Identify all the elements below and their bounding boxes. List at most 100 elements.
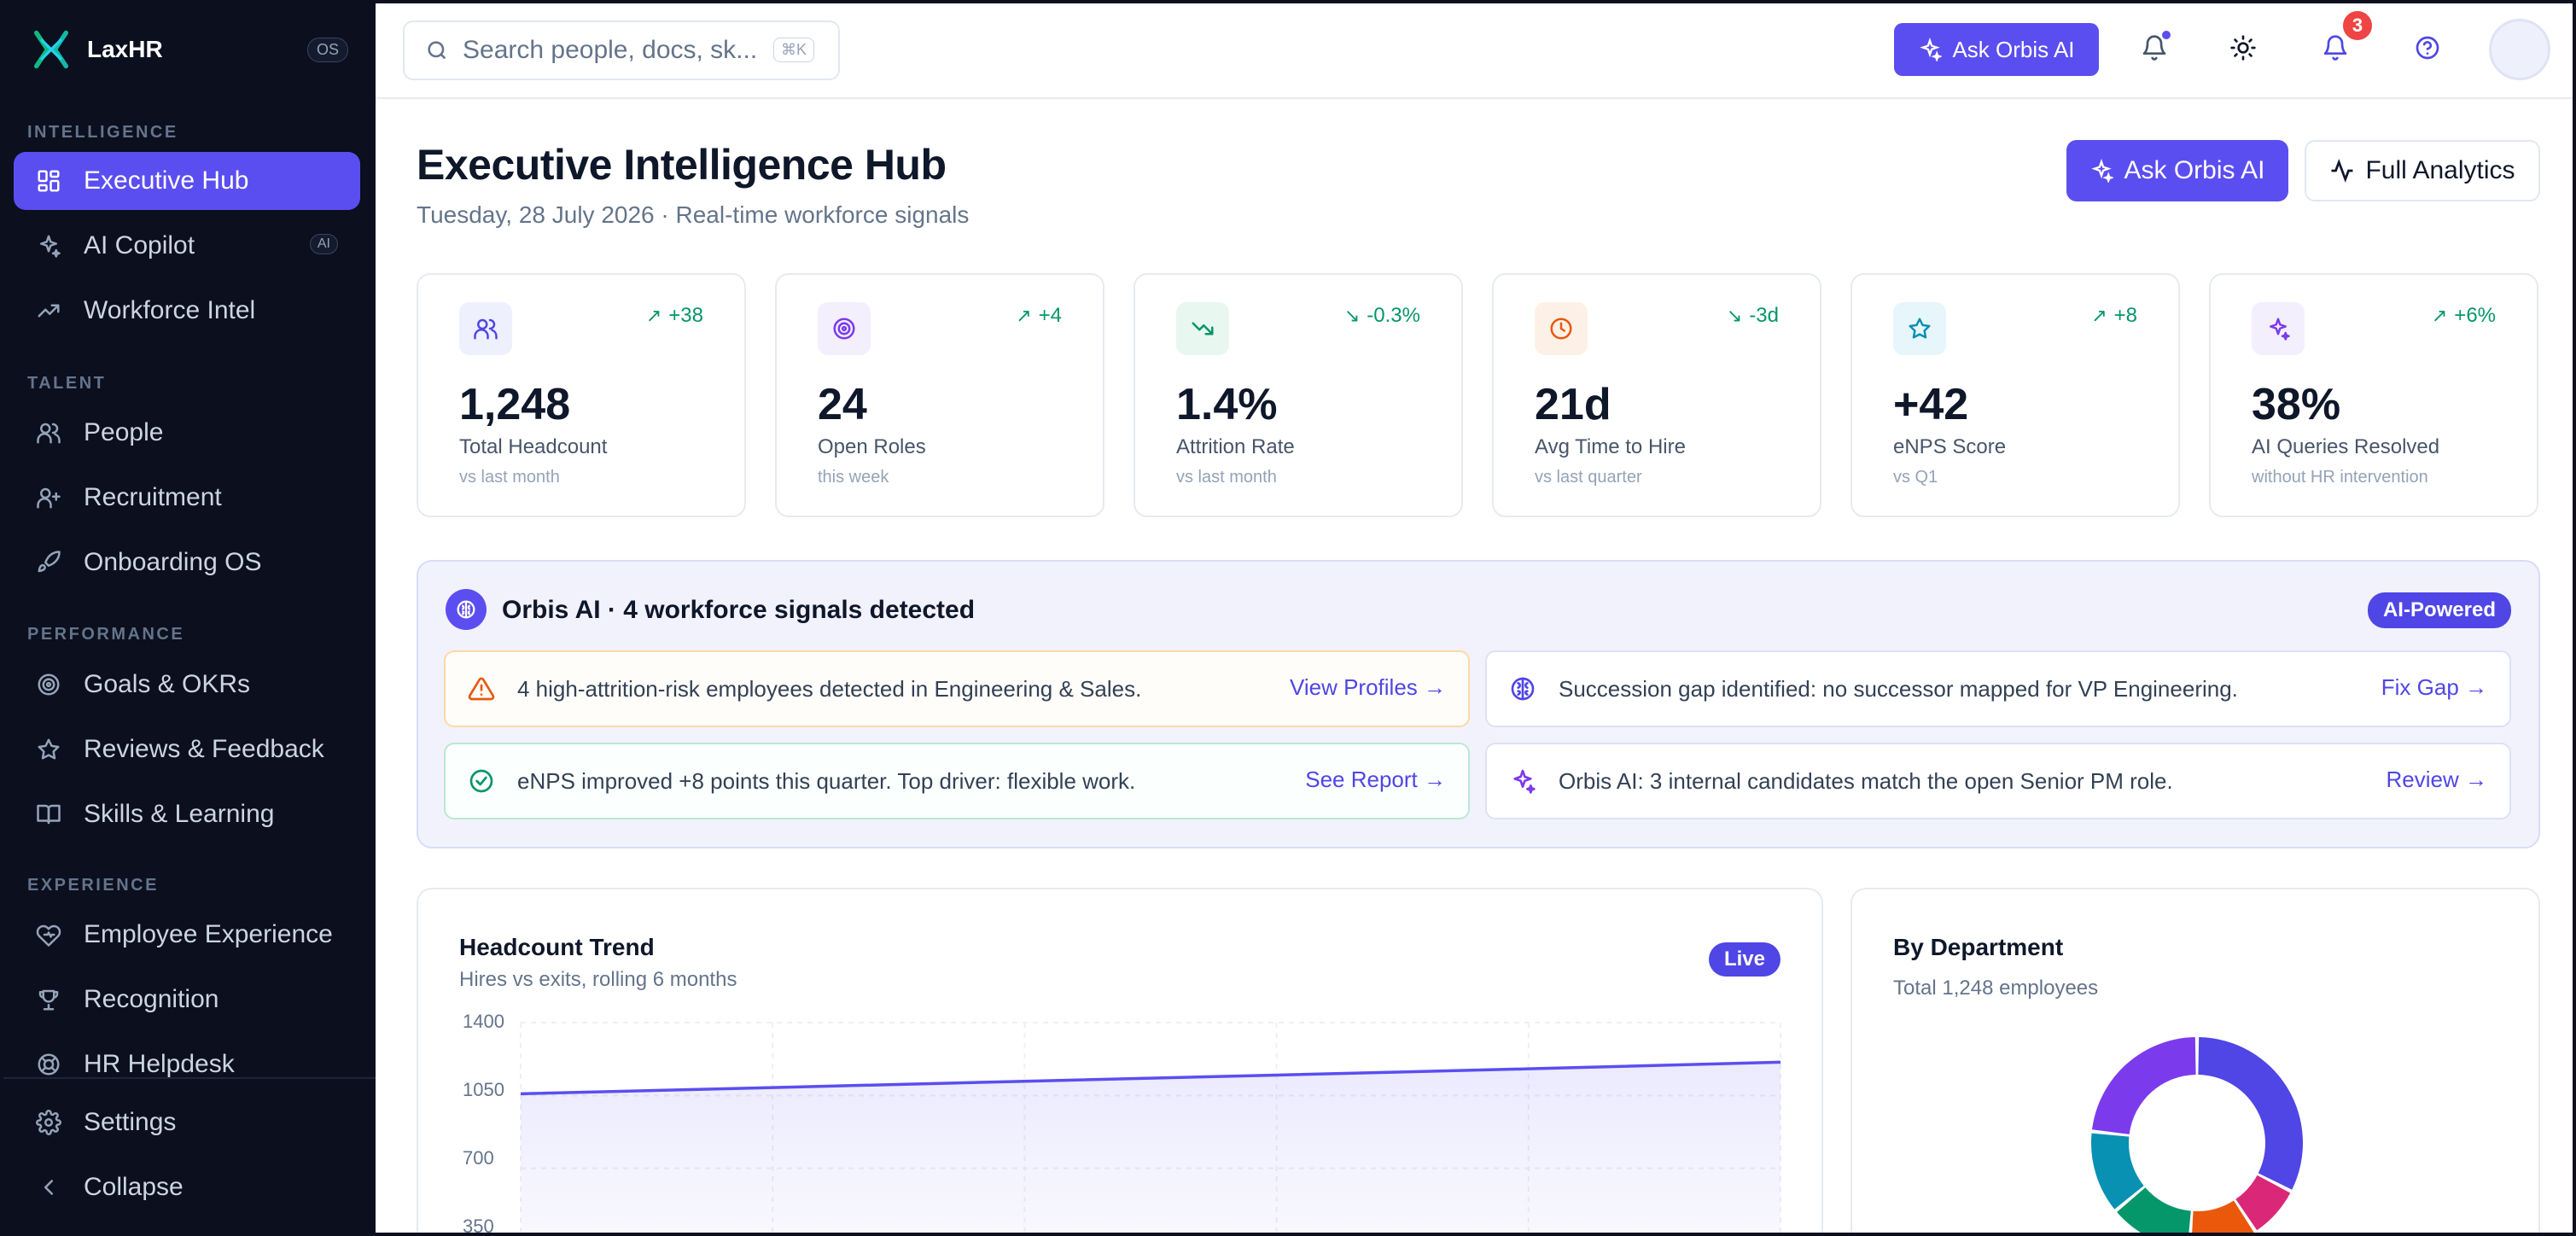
sidebar-item-skills[interactable]: Skills & Learning	[14, 785, 360, 843]
kpi-sub: this week	[818, 468, 889, 487]
sidebar-item-helpdesk[interactable]: HR Helpdesk	[14, 1035, 360, 1093]
section-talent: TALENT	[27, 374, 107, 393]
sidebar-item-recruitment[interactable]: Recruitment	[14, 469, 360, 527]
signal-succession-gap: Succession gap identified: no successor …	[1485, 650, 2511, 727]
sidebar-item-label: AI Copilot	[84, 231, 195, 259]
full-analytics-label: Full Analytics	[2365, 156, 2515, 184]
kpi-value: 38%	[2252, 380, 2341, 429]
sidebar-item-executive-hub[interactable]: Executive Hub	[14, 152, 360, 210]
fix-gap-link[interactable]: Fix Gap →	[2381, 674, 2487, 700]
kpi-value: +42	[1893, 380, 1969, 429]
ask-orbis-ai-label: Ask Orbis AI	[1952, 36, 2075, 62]
sparkles-icon	[1507, 766, 1538, 796]
kpi-value: 1,248	[459, 380, 571, 429]
brand[interactable]: LaxHR OS	[27, 24, 352, 75]
signal-attrition-risk: 4 high-attrition-risk employees detected…	[444, 650, 1470, 727]
donut-slice-1	[2235, 1175, 2291, 1231]
kpi-label: eNPS Score	[1893, 435, 2007, 458]
signal-internal-candidates: Orbis AI: 3 internal candidates match th…	[1485, 743, 2511, 819]
target-icon	[818, 302, 871, 355]
ask-orbis-ai-button[interactable]: Ask Orbis AI	[1894, 23, 2099, 76]
check-circle-icon	[466, 766, 497, 796]
star-icon	[34, 735, 63, 764]
donut-slice-3	[2117, 1187, 2191, 1236]
sidebar-item-onboarding[interactable]: Onboarding OS	[14, 533, 360, 592]
sidebar-item-label: Employee Experience	[84, 920, 333, 948]
sidebar-item-label: Recognition	[84, 985, 219, 1013]
kpi-sub: vs Q1	[1893, 468, 1938, 487]
avatar[interactable]	[2489, 19, 2550, 80]
target-icon	[34, 670, 63, 699]
ai-badge: AI	[309, 234, 338, 254]
sparkles-icon	[34, 231, 63, 260]
heart-icon	[34, 920, 63, 949]
laxhr-logo-icon	[27, 26, 75, 73]
sidebar-item-ai-copilot[interactable]: AI Copilot AI	[14, 217, 360, 275]
lifebuoy-icon	[34, 1050, 63, 1079]
search-icon	[428, 41, 446, 60]
card-title: Headcount Trend	[459, 934, 655, 960]
sidebar-item-collapse[interactable]: Collapse	[14, 1158, 360, 1216]
view-profiles-link[interactable]: View Profiles →	[1289, 674, 1446, 700]
department-donut-chart	[2091, 1037, 2303, 1236]
search-placeholder: Search people, docs, sk...	[463, 36, 758, 64]
sidebar-item-workforce-intel[interactable]: Workforce Intel	[14, 282, 360, 340]
rocket-icon	[34, 548, 63, 577]
warning-icon	[466, 673, 497, 704]
trophy-icon	[34, 985, 63, 1014]
card-subtitle: Total 1,248 employees	[1893, 977, 2099, 1000]
kpi-delta: ↗ +8	[2091, 304, 2137, 327]
sidebar-item-recognition[interactable]: Recognition	[14, 971, 360, 1029]
sidebar-item-reviews[interactable]: Reviews & Feedback	[14, 720, 360, 778]
notification-count-badge: 3	[2340, 9, 2375, 43]
sidebar: LaxHR OS INTELLIGENCE Executive Hub AI C…	[0, 0, 376, 1236]
sidebar-item-people[interactable]: People	[14, 404, 360, 462]
kpi-label: Total Headcount	[459, 435, 608, 458]
kpi-delta: ↗ +38	[645, 304, 703, 327]
donut-slice-0	[2198, 1037, 2303, 1190]
gear-icon	[34, 1108, 63, 1137]
donut-slice-5	[2092, 1037, 2196, 1134]
kpi-card-time-to-hire[interactable]: ↘ -3d 21d Avg Time to Hire vs last quarte…	[1492, 273, 1821, 517]
signal-text: Orbis AI: 3 internal candidates match th…	[1559, 767, 2173, 794]
topbar: Search people, docs, sk... ⌘K Ask Orbis …	[376, 0, 2576, 99]
kpi-value: 21d	[1535, 380, 1611, 429]
full-analytics-button[interactable]: Full Analytics	[2305, 140, 2540, 201]
sidebar-item-employee-experience[interactable]: Employee Experience	[14, 906, 360, 964]
sidebar-item-goals[interactable]: Goals & OKRs	[14, 656, 360, 714]
app-tag: OS	[306, 38, 348, 62]
kpi-card-enps[interactable]: ↗ +8 +42 eNPS Score vs Q1	[1850, 273, 2180, 517]
sidebar-item-label: HR Helpdesk	[84, 1050, 235, 1078]
bell-icon[interactable]	[2137, 31, 2171, 65]
department-card: By Department Total 1,248 employees	[1850, 888, 2540, 1236]
chevron-left-icon	[34, 1173, 63, 1202]
users-icon	[34, 418, 63, 447]
headcount-trend-chart	[520, 1022, 1781, 1236]
signal-text: Succession gap identified: no successor …	[1559, 675, 2238, 702]
ask-orbis-ai-button[interactable]: Ask Orbis AI	[2066, 140, 2288, 201]
kpi-delta: ↘ -0.3%	[1343, 304, 1420, 327]
sidebar-item-settings[interactable]: Settings	[14, 1093, 360, 1151]
kpi-card-ai-queries[interactable]: ↗ +6% 38% AI Queries Resolved without HR …	[2209, 273, 2538, 517]
kpi-card-attrition[interactable]: ↘ -0.3% 1.4% Attrition Rate vs last month	[1134, 273, 1463, 517]
notifications-icon[interactable]	[2318, 31, 2352, 65]
kpi-sub: vs last month	[1176, 468, 1277, 487]
review-link[interactable]: Review →	[2386, 767, 2487, 792]
unread-dot	[2160, 29, 2172, 41]
sparkles-icon	[2252, 302, 2305, 355]
theme-toggle-icon[interactable]	[2226, 31, 2260, 65]
search-input[interactable]: Search people, docs, sk... ⌘K	[403, 20, 840, 80]
y-tick-label: 1050	[463, 1079, 504, 1100]
help-icon[interactable]	[2410, 31, 2445, 65]
signal-text: 4 high-attrition-risk employees detected…	[517, 675, 1142, 702]
sidebar-item-label: Goals & OKRs	[84, 670, 251, 698]
see-report-link[interactable]: See Report →	[1305, 767, 1446, 792]
activity-icon	[2331, 159, 2353, 183]
donut-slice-2	[2191, 1200, 2254, 1236]
kpi-card-headcount[interactable]: ↗ +38 1,248 Total Headcount vs last month	[417, 273, 746, 517]
users-icon	[459, 302, 512, 355]
kpi-label: Open Roles	[818, 435, 926, 458]
kpi-card-open-roles[interactable]: ↗ +4 24 Open Roles this week	[775, 273, 1104, 517]
sidebar-item-label: Workforce Intel	[84, 296, 256, 324]
sidebar-item-label: Settings	[84, 1108, 177, 1136]
